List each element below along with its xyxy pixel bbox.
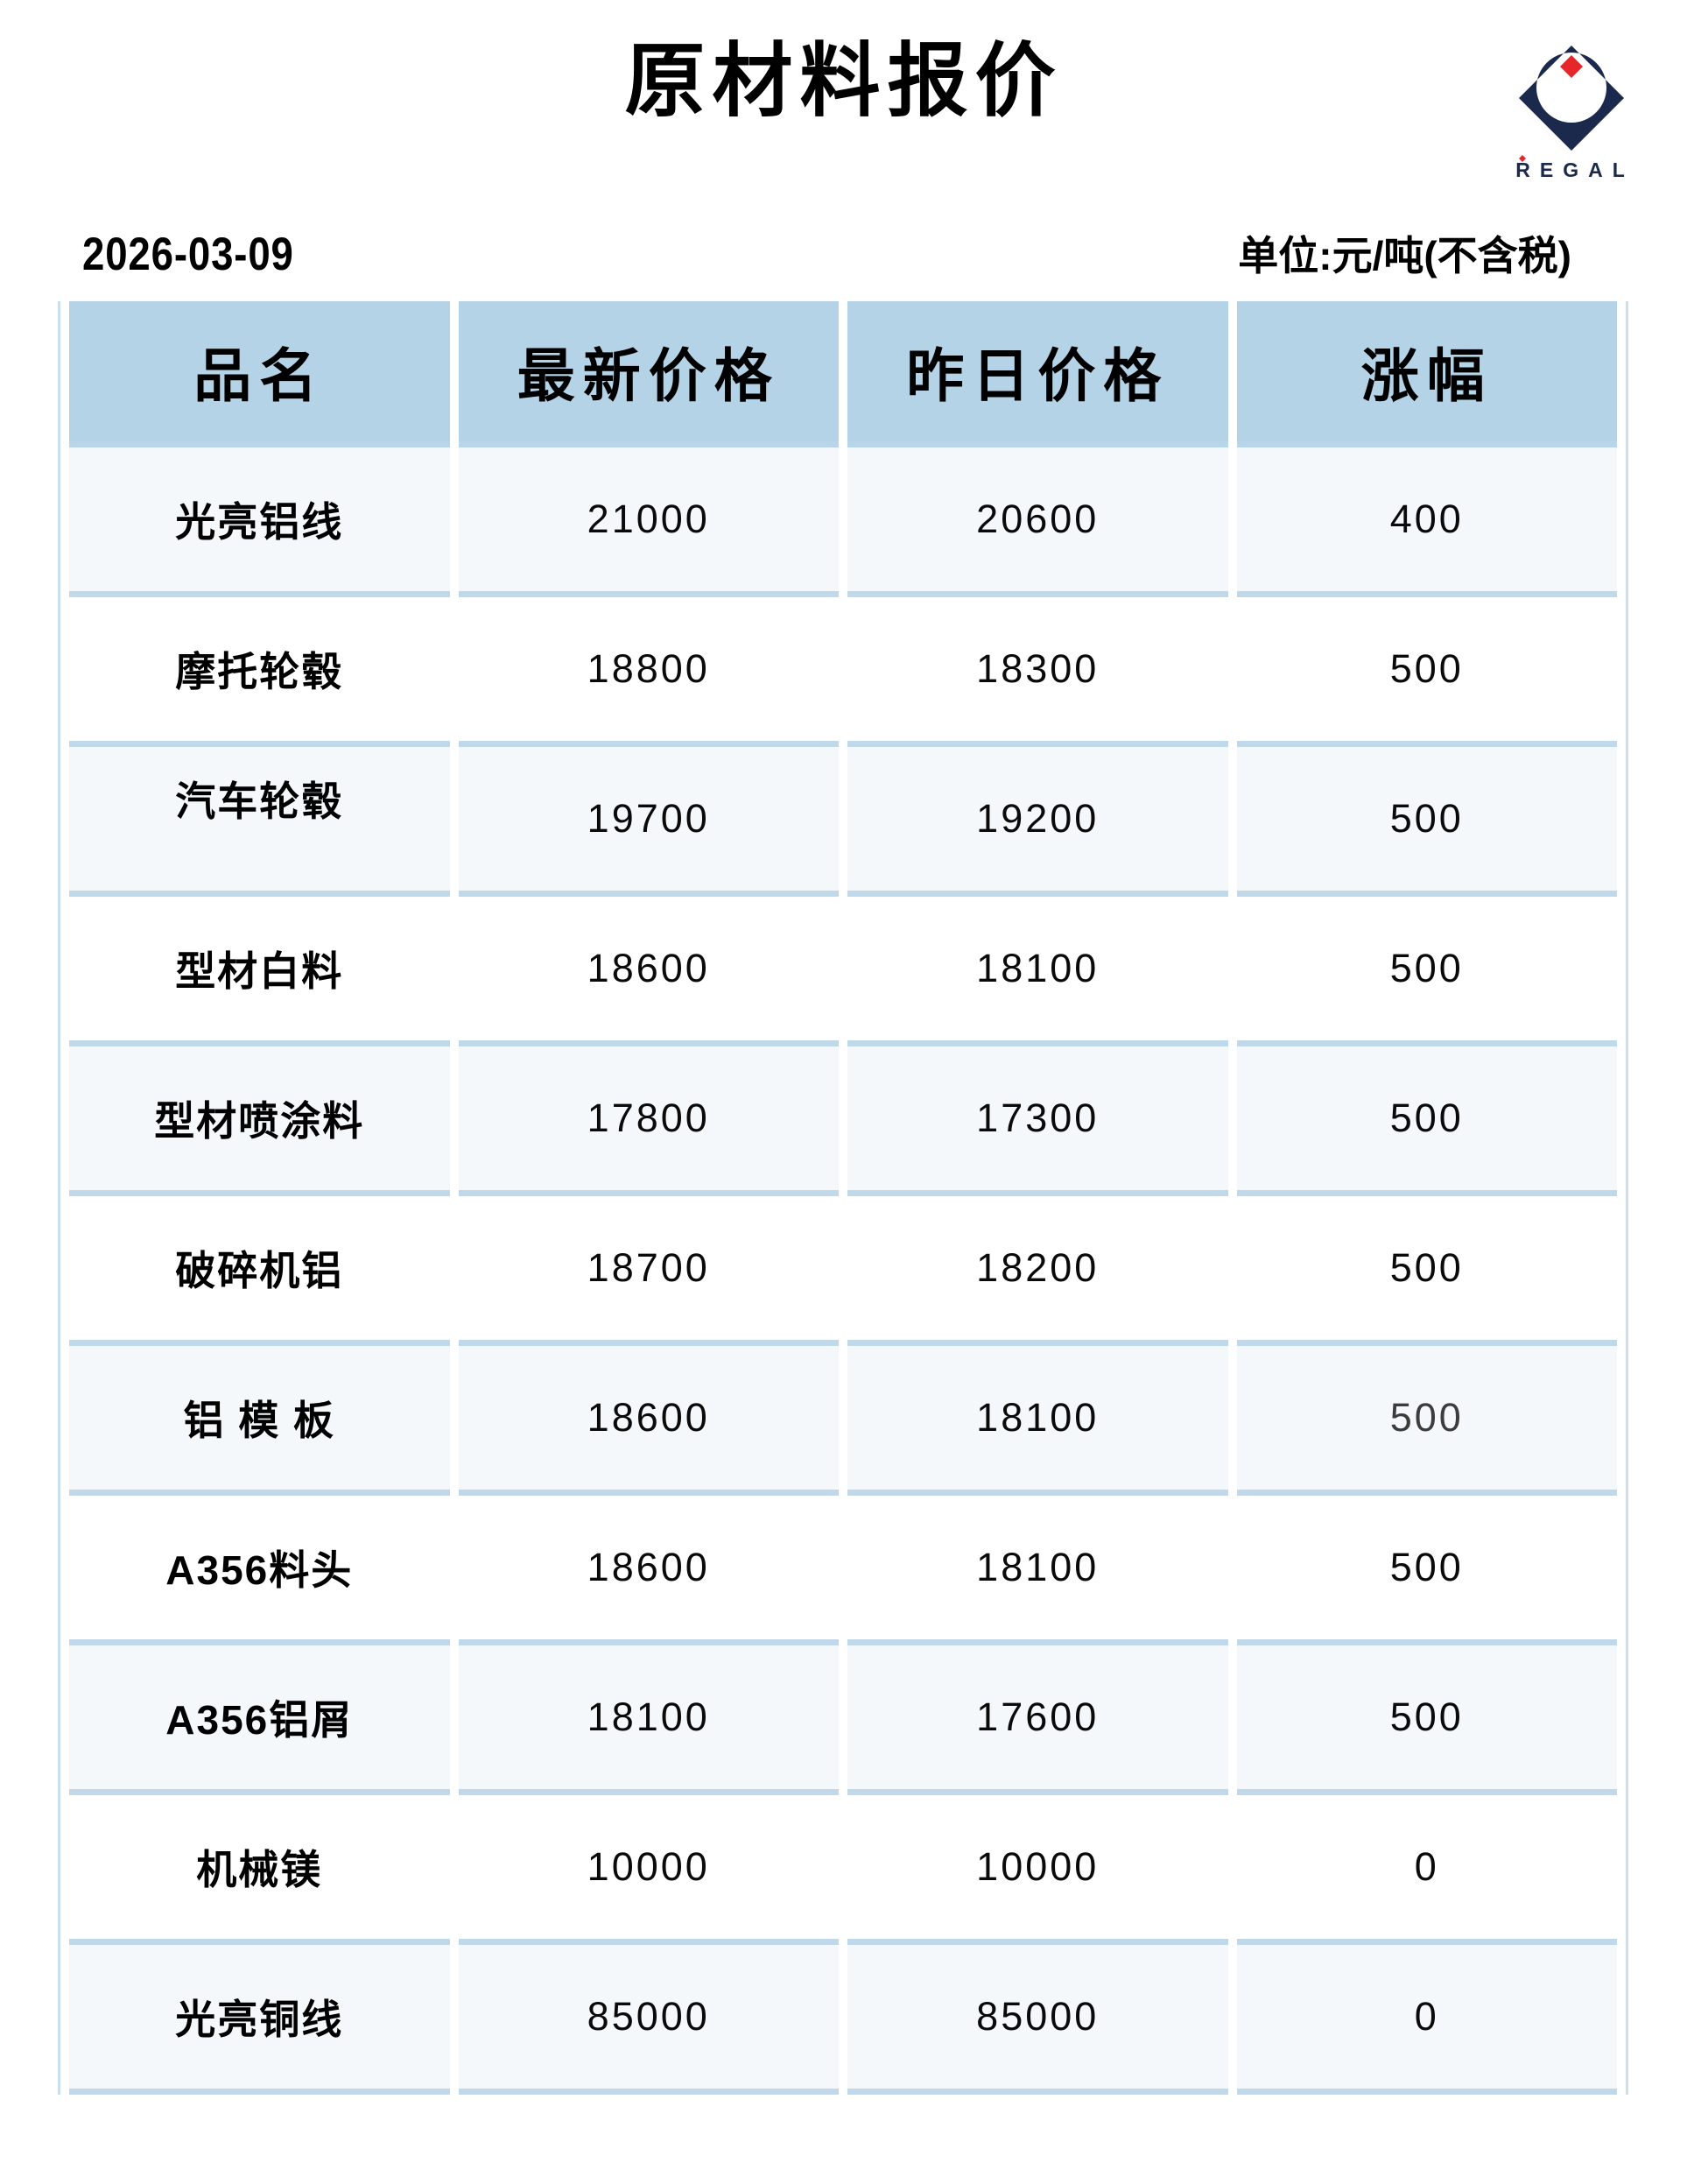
cell-yesterday: 18100 [847, 1346, 1228, 1497]
cell-product: 型材白料 [69, 897, 450, 1047]
table-row: A356铝屑 18100 17600 500 [69, 1645, 1617, 1796]
cell-product: 摩托轮毂 [69, 597, 450, 748]
cell-yesterday: 18100 [847, 1496, 1228, 1646]
cell-latest: 21000 [458, 447, 839, 598]
logo-brand-text: REGAL [1515, 159, 1634, 181]
cell-change: 500 [1236, 747, 1617, 898]
cell-product: A356料头 [69, 1496, 450, 1646]
table-row: A356料头 18600 18100 500 [69, 1496, 1617, 1646]
table-body: 光亮铝线 21000 20600 400 摩托轮毂 18800 18300 50… [69, 447, 1617, 2096]
table-row: 摩托轮毂 18800 18300 500 [69, 597, 1617, 748]
cell-latest: 18100 [458, 1645, 839, 1796]
price-table: 品名 最新价格 昨日价格 涨幅 光亮铝线 21000 20600 400 摩托轮… [58, 301, 1628, 2096]
cell-latest: 18600 [458, 1346, 839, 1497]
logo-red-diamond-icon [1560, 55, 1583, 78]
cell-change: 0 [1236, 1795, 1617, 1946]
table-row: 型材白料 18600 18100 500 [69, 897, 1617, 1047]
cell-product: 光亮铜线 [69, 1945, 450, 2096]
table-row: 汽车轮毂 19700 19200 500 [69, 747, 1617, 898]
cell-yesterday: 17600 [847, 1645, 1228, 1796]
cell-product: 破碎机铝 [69, 1196, 450, 1347]
col-header-change: 涨幅 [1236, 301, 1617, 448]
table-row: 光亮铝线 21000 20600 400 [69, 447, 1617, 598]
cell-change: 500 [1236, 1346, 1617, 1497]
cell-latest: 85000 [458, 1945, 839, 2096]
cell-product: A356铝屑 [69, 1645, 450, 1796]
cell-yesterday: 10000 [847, 1795, 1228, 1946]
cell-latest: 19700 [458, 747, 839, 898]
cell-yesterday: 18100 [847, 897, 1228, 1047]
cell-latest: 18600 [458, 1496, 839, 1646]
cell-product: 型材喷涂料 [69, 1046, 450, 1197]
table-row: 破碎机铝 18700 18200 500 [69, 1196, 1617, 1347]
cell-change: 500 [1236, 1496, 1617, 1646]
unit-label: 单位:元/吨(不含税) [1238, 233, 1571, 279]
date-label: 2026-03-09 [82, 229, 294, 281]
meta-row: 2026-03-09 单位:元/吨(不含税) [82, 224, 1571, 282]
cell-change: 0 [1236, 1945, 1617, 2096]
cell-yesterday: 20600 [847, 447, 1228, 598]
logo-r-dot-icon [1519, 155, 1526, 162]
cell-latest: 17800 [458, 1046, 839, 1197]
cell-change: 500 [1236, 897, 1617, 1047]
col-header-latest: 最新价格 [458, 301, 839, 448]
cell-yesterday: 85000 [847, 1945, 1228, 2096]
cell-yesterday: 19200 [847, 747, 1228, 898]
logo-navy-mark-icon [1519, 46, 1624, 151]
header-row: 品名 最新价格 昨日价格 涨幅 [69, 301, 1617, 448]
cell-yesterday: 18200 [847, 1196, 1228, 1347]
cell-product: 铝 模 板 [69, 1346, 450, 1497]
table-row: 机械镁 10000 10000 0 [69, 1795, 1617, 1946]
cell-yesterday: 18300 [847, 597, 1228, 748]
table-row: 型材喷涂料 17800 17300 500 [69, 1046, 1617, 1197]
table-row: 光亮铜线 85000 85000 0 [69, 1945, 1617, 2096]
table-row: 铝 模 板 18600 18100 500 [69, 1346, 1617, 1497]
cell-product: 光亮铝线 [69, 447, 450, 598]
cell-change: 500 [1236, 1196, 1617, 1347]
cell-latest: 10000 [458, 1795, 839, 1946]
cell-change: 500 [1236, 1645, 1617, 1796]
cell-yesterday: 17300 [847, 1046, 1228, 1197]
table-header: 品名 最新价格 昨日价格 涨幅 [69, 301, 1617, 448]
col-header-product: 品名 [69, 301, 450, 448]
cell-product: 机械镁 [69, 1795, 450, 1946]
page-title: 原材料报价 [624, 33, 1063, 128]
cell-latest: 18800 [458, 597, 839, 748]
cell-change: 400 [1236, 447, 1617, 598]
cell-latest: 18600 [458, 897, 839, 1047]
col-header-yesterday: 昨日价格 [847, 301, 1228, 448]
cell-change: 500 [1236, 1046, 1617, 1197]
cell-change: 500 [1236, 597, 1617, 748]
cell-latest: 18700 [458, 1196, 839, 1347]
regal-logo: REGAL [1501, 25, 1641, 195]
cell-product: 汽车轮毂 [69, 747, 450, 898]
